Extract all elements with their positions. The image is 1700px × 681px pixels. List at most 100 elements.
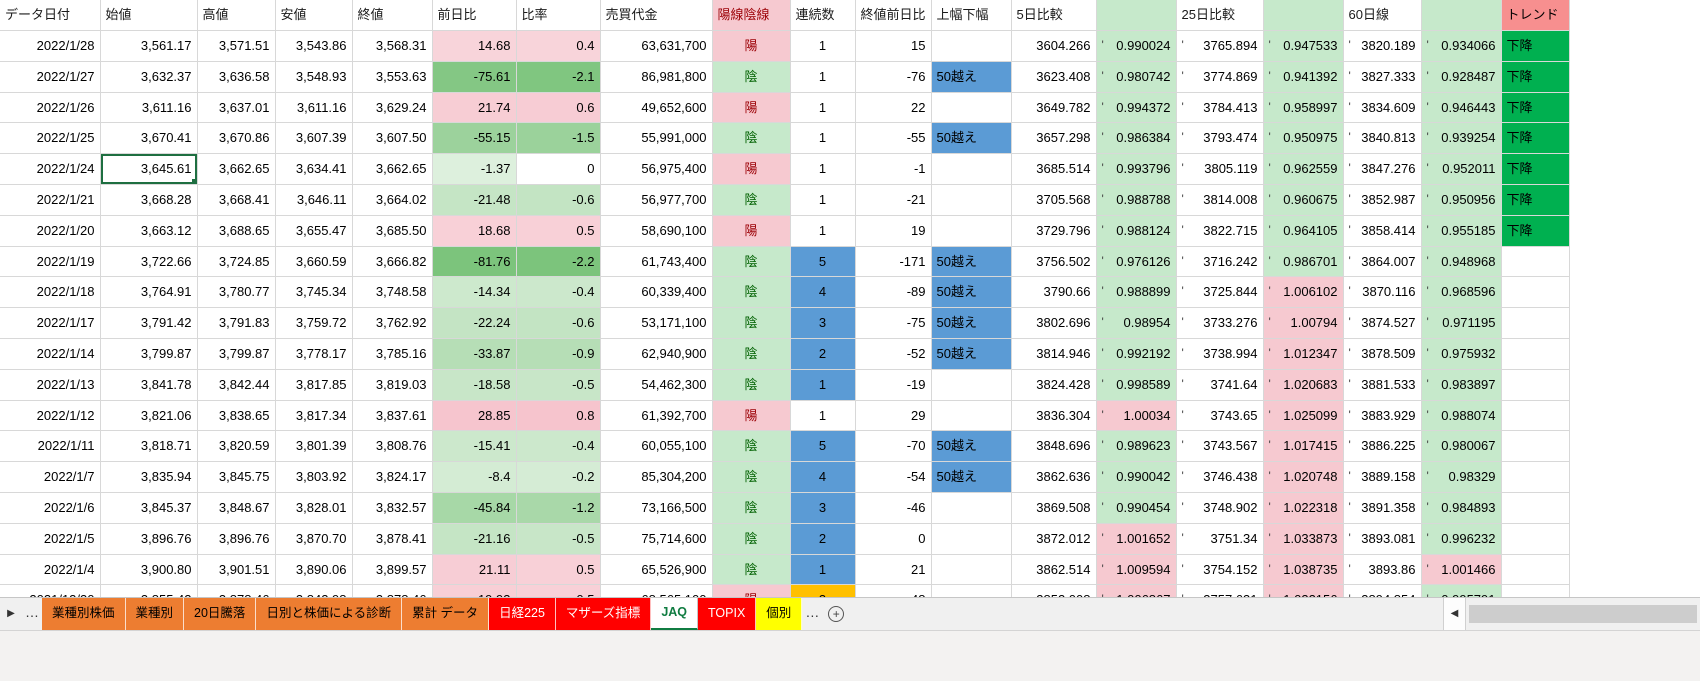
cell-r5[interactable]: 0.98954: [1096, 307, 1177, 339]
cell-volume[interactable]: 63,631,700: [600, 30, 713, 62]
cell-ratio[interactable]: -0.6: [516, 307, 601, 339]
cell-candle[interactable]: 陽: [712, 215, 791, 247]
cell-close_change[interactable]: -19: [855, 369, 932, 401]
cell-close[interactable]: 3,837.61: [352, 400, 433, 432]
cell-range_note[interactable]: [931, 369, 1012, 401]
cell-v60[interactable]: 3847.276: [1343, 153, 1422, 185]
cell-r25[interactable]: 1.020683: [1263, 369, 1344, 401]
cell-r5[interactable]: 0.990454: [1096, 492, 1177, 524]
cell-v25[interactable]: 3733.276: [1176, 307, 1264, 339]
cell-date[interactable]: 2022/1/18: [0, 276, 101, 309]
cell-candle[interactable]: 陰: [712, 307, 791, 339]
cell-ratio[interactable]: 0.6: [516, 92, 601, 124]
cell-v5[interactable]: 3862.636: [1011, 461, 1097, 493]
more-sheets-right-button[interactable]: …: [805, 604, 820, 620]
cell-v60[interactable]: 3889.158: [1343, 461, 1422, 493]
cell-r60[interactable]: 0.975932: [1421, 338, 1502, 370]
cell-low[interactable]: 3,803.92: [275, 461, 353, 493]
cell-open[interactable]: 3,632.37: [100, 61, 198, 93]
cell-date[interactable]: 2022/1/4: [0, 554, 101, 586]
cell-range_note[interactable]: [931, 184, 1012, 216]
cell-candle[interactable]: 陽: [712, 153, 791, 185]
cell-r25[interactable]: 0.986701: [1263, 246, 1344, 278]
cell-r60[interactable]: 0.950956: [1421, 184, 1502, 216]
cell-close[interactable]: 3,762.92: [352, 307, 433, 339]
cell-ratio[interactable]: -1.5: [516, 122, 601, 155]
sheet-tab-0[interactable]: 業種別株価: [42, 598, 126, 630]
cell-ratio[interactable]: -0.4: [516, 276, 601, 309]
cell-v25[interactable]: 3793.474: [1176, 122, 1264, 155]
cell-ratio[interactable]: 0.8: [516, 400, 601, 432]
cell-volume[interactable]: 68,565,100: [600, 584, 713, 597]
cell-volume[interactable]: 54,462,300: [600, 369, 713, 401]
cell-r5[interactable]: 0.990042: [1096, 461, 1177, 493]
cell-v25[interactable]: 3805.119: [1176, 153, 1264, 185]
cell-date[interactable]: 2022/1/28: [0, 30, 101, 62]
cell-close[interactable]: 3,824.17: [352, 461, 433, 493]
cell-r60[interactable]: 0.988074: [1421, 400, 1502, 432]
cell-close_change[interactable]: -54: [855, 461, 932, 493]
cell-close_change[interactable]: 29: [855, 400, 932, 432]
cell-date[interactable]: 2022/1/7: [0, 461, 101, 493]
cell-high[interactable]: 3,896.76: [197, 523, 276, 555]
cell-date[interactable]: 2022/1/26: [0, 92, 101, 124]
header-r60[interactable]: [1421, 0, 1502, 31]
cell-v25[interactable]: 3743.567: [1176, 430, 1264, 463]
cell-v60[interactable]: 3820.189: [1343, 30, 1422, 62]
cell-change[interactable]: -22.24: [432, 307, 517, 339]
cell-ratio[interactable]: 0.5: [516, 215, 601, 247]
cell-low[interactable]: 3,759.72: [275, 307, 353, 339]
cell-candle[interactable]: 陰: [712, 246, 791, 278]
cell-volume[interactable]: 73,166,500: [600, 492, 713, 524]
cell-high[interactable]: 3,670.86: [197, 122, 276, 155]
cell-range_note[interactable]: [931, 30, 1012, 62]
cell-v5[interactable]: 3872.012: [1011, 523, 1097, 555]
cell-v5[interactable]: 3705.568: [1011, 184, 1097, 216]
cell-close_change[interactable]: -1: [855, 153, 932, 185]
cell-change[interactable]: -21.48: [432, 184, 517, 216]
cell-low[interactable]: 3,828.01: [275, 492, 353, 524]
cell-v5[interactable]: 3657.298: [1011, 122, 1097, 155]
cell-ratio[interactable]: -0.4: [516, 430, 601, 463]
cell-v60[interactable]: 3893.081: [1343, 523, 1422, 555]
cell-v60[interactable]: 3893.86: [1343, 554, 1422, 586]
cell-v25[interactable]: 3741.64: [1176, 369, 1264, 401]
cell-r60[interactable]: 0.984893: [1421, 492, 1502, 524]
cell-low[interactable]: 3,548.93: [275, 61, 353, 93]
cell-open[interactable]: 3,799.87: [100, 338, 198, 370]
cell-date[interactable]: 2022/1/12: [0, 400, 101, 432]
cell-v60[interactable]: 3840.813: [1343, 122, 1422, 155]
cell-high[interactable]: 3,791.83: [197, 307, 276, 339]
cell-r25[interactable]: 1.032156: [1263, 584, 1344, 597]
cell-trend[interactable]: [1501, 246, 1570, 278]
cell-date[interactable]: 2022/1/25: [0, 122, 101, 155]
cell-low[interactable]: 3,611.16: [275, 92, 353, 124]
cell-range_note[interactable]: [931, 153, 1012, 185]
cell-r60[interactable]: 0.946443: [1421, 92, 1502, 124]
header-range_note[interactable]: 上幅下幅: [931, 0, 1012, 31]
cell-r25[interactable]: 0.962559: [1263, 153, 1344, 185]
cell-date[interactable]: 2022/1/5: [0, 523, 101, 555]
cell-high[interactable]: 3,724.85: [197, 246, 276, 278]
cell-close[interactable]: 3,878.46: [352, 584, 433, 597]
cell-r60[interactable]: 0.939254: [1421, 122, 1502, 155]
cell-trend[interactable]: 下降: [1501, 184, 1570, 216]
cell-close[interactable]: 3,666.82: [352, 246, 433, 278]
cell-change[interactable]: -1.37: [432, 153, 517, 185]
cell-range_note[interactable]: 50越え: [931, 430, 1012, 463]
cell-streak[interactable]: 1: [790, 30, 856, 62]
cell-high[interactable]: 3,799.87: [197, 338, 276, 370]
cell-v5[interactable]: 3604.266: [1011, 30, 1097, 62]
cell-close[interactable]: 3,785.16: [352, 338, 433, 370]
header-trend[interactable]: トレンド: [1501, 0, 1570, 31]
cell-range_note[interactable]: [931, 215, 1012, 247]
cell-date[interactable]: 2022/1/19: [0, 246, 101, 278]
cell-v5[interactable]: 3729.796: [1011, 215, 1097, 247]
cell-ratio[interactable]: 0.4: [516, 30, 601, 62]
cell-r5[interactable]: 1.006867: [1096, 584, 1177, 597]
cell-candle[interactable]: 陰: [712, 461, 791, 493]
cell-high[interactable]: 3,838.65: [197, 400, 276, 432]
cell-trend[interactable]: [1501, 307, 1570, 339]
cell-ratio[interactable]: -0.2: [516, 461, 601, 493]
cell-trend[interactable]: 下降: [1501, 122, 1570, 155]
